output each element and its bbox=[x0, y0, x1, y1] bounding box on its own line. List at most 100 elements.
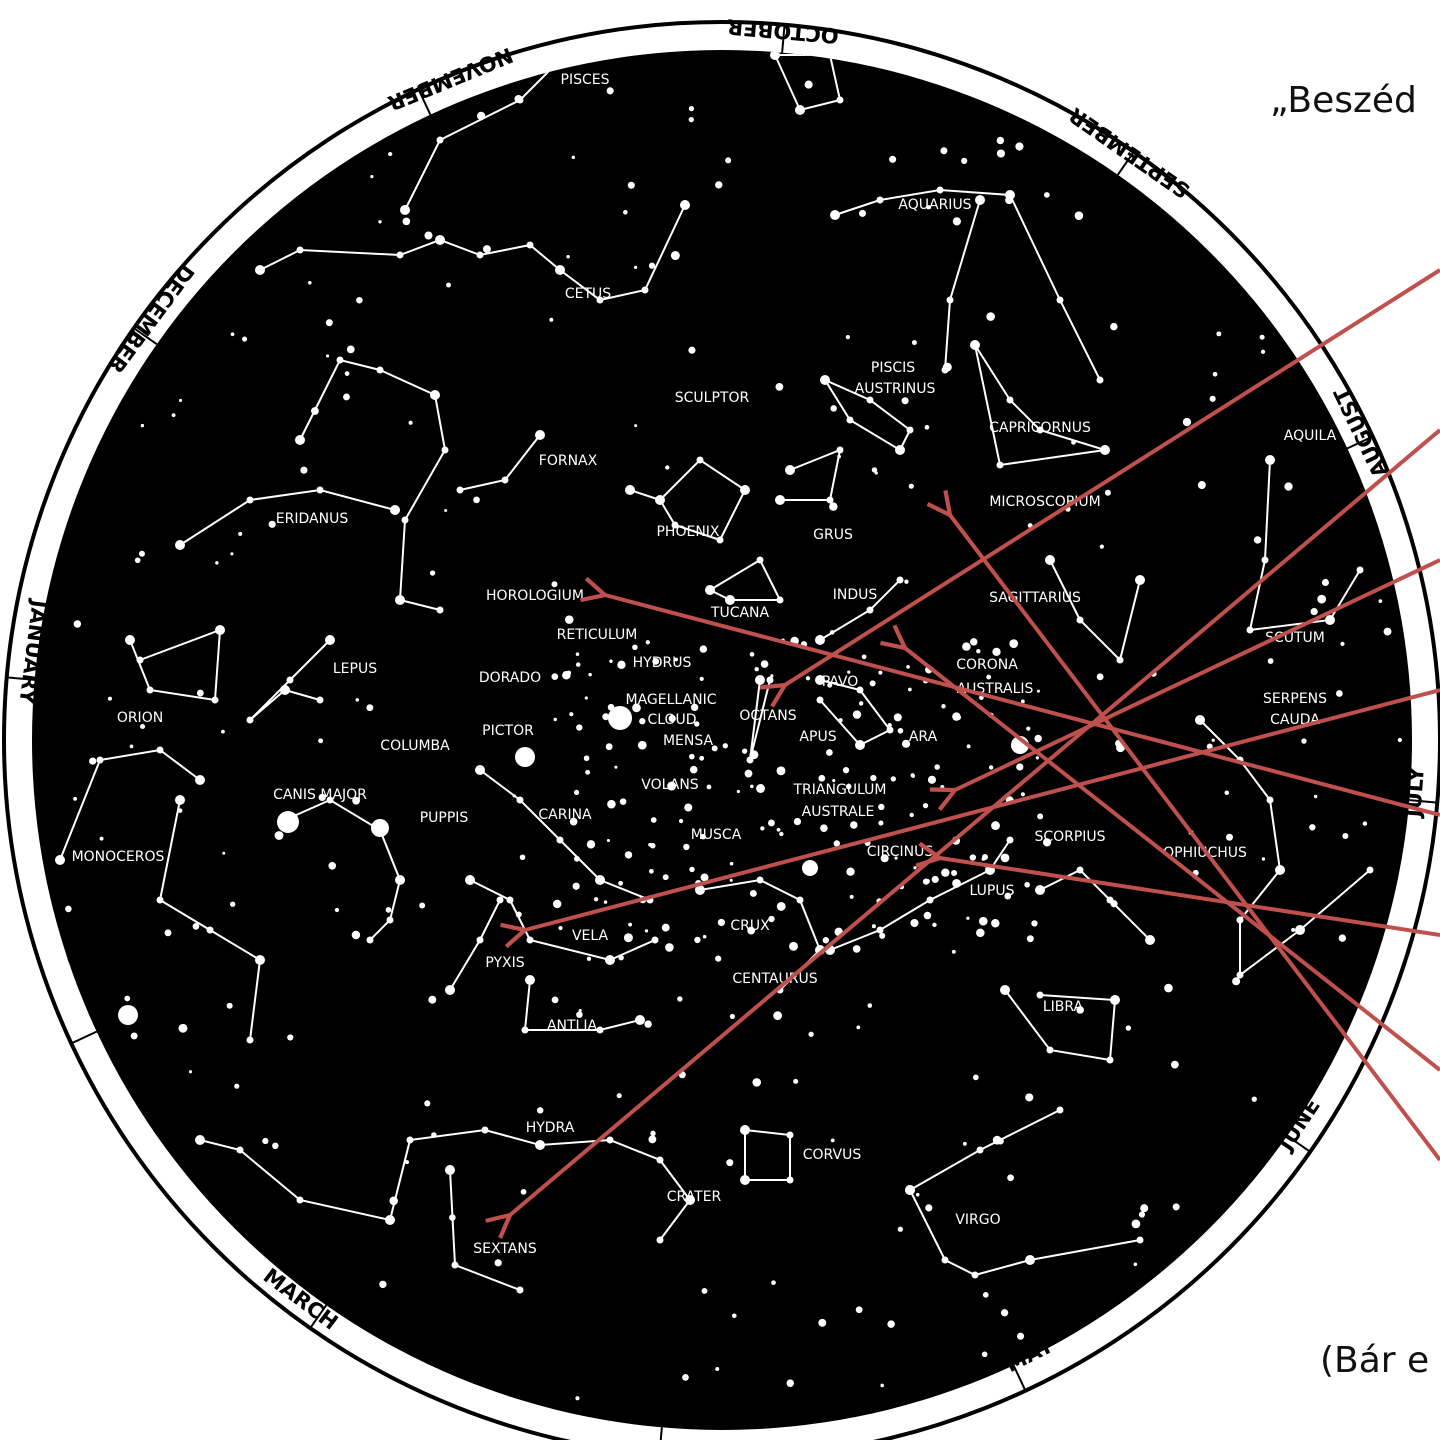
star bbox=[138, 550, 145, 557]
star bbox=[619, 798, 627, 805]
star bbox=[89, 757, 97, 765]
star bbox=[1104, 489, 1111, 496]
constellation-line bbox=[59, 748, 201, 861]
sky bbox=[55, 50, 1402, 1401]
star bbox=[408, 420, 413, 425]
constellation-label: CENTAURUS bbox=[732, 971, 817, 987]
star bbox=[370, 174, 374, 179]
star bbox=[886, 726, 894, 734]
star bbox=[156, 746, 164, 754]
star bbox=[795, 105, 805, 115]
star bbox=[389, 1196, 398, 1206]
star bbox=[1313, 794, 1318, 799]
constellation-label: MONOCEROS bbox=[72, 849, 165, 865]
star bbox=[911, 774, 915, 778]
star bbox=[606, 87, 614, 95]
star bbox=[1071, 439, 1076, 445]
star bbox=[726, 1159, 734, 1167]
star bbox=[406, 1136, 414, 1144]
star bbox=[328, 861, 337, 870]
star bbox=[352, 796, 361, 805]
star bbox=[1045, 555, 1055, 565]
star bbox=[910, 919, 919, 928]
star bbox=[887, 723, 892, 728]
star bbox=[164, 929, 172, 937]
star bbox=[318, 793, 326, 802]
star bbox=[175, 540, 185, 550]
constellation-line bbox=[284, 798, 402, 941]
star bbox=[770, 674, 774, 678]
constellation-label: INDUS bbox=[833, 587, 878, 603]
star bbox=[516, 796, 524, 804]
star bbox=[634, 424, 638, 428]
star bbox=[952, 712, 961, 721]
star bbox=[334, 907, 340, 913]
star bbox=[858, 209, 867, 217]
star bbox=[836, 96, 844, 104]
star bbox=[429, 570, 436, 576]
star bbox=[449, 1214, 456, 1221]
star bbox=[129, 744, 134, 749]
star bbox=[526, 241, 534, 249]
star bbox=[925, 1204, 933, 1212]
star bbox=[584, 696, 588, 700]
star bbox=[515, 911, 522, 918]
star bbox=[424, 231, 433, 240]
star bbox=[419, 902, 426, 909]
constellation-line bbox=[404, 59, 561, 211]
star bbox=[238, 531, 243, 536]
star bbox=[226, 1002, 233, 1009]
star bbox=[553, 717, 557, 722]
star bbox=[749, 651, 755, 657]
star bbox=[1110, 900, 1118, 908]
star bbox=[236, 1146, 244, 1154]
star bbox=[779, 831, 784, 837]
star bbox=[870, 774, 877, 782]
constellation-label: FORNAX bbox=[539, 453, 598, 469]
star bbox=[793, 817, 802, 826]
star bbox=[171, 413, 176, 418]
star bbox=[296, 1196, 304, 1204]
star bbox=[366, 704, 374, 712]
star bbox=[1016, 1332, 1025, 1340]
star bbox=[822, 937, 830, 944]
star bbox=[1138, 1211, 1146, 1218]
star bbox=[975, 195, 985, 205]
star bbox=[1025, 1255, 1035, 1265]
star bbox=[519, 854, 526, 861]
ring-divider bbox=[1409, 799, 1438, 804]
star bbox=[688, 106, 695, 112]
star bbox=[971, 341, 979, 349]
star bbox=[699, 676, 704, 681]
star bbox=[667, 781, 677, 791]
star bbox=[786, 1176, 794, 1184]
star bbox=[897, 727, 904, 734]
star bbox=[286, 676, 294, 684]
star bbox=[699, 755, 705, 761]
bright-star bbox=[515, 747, 535, 767]
star bbox=[572, 882, 580, 890]
constellation-label: COLUMBA bbox=[380, 738, 450, 754]
constellation-label: SCORPIUS bbox=[1034, 829, 1105, 845]
star bbox=[894, 856, 898, 860]
star bbox=[623, 933, 633, 943]
star bbox=[296, 246, 304, 254]
star bbox=[981, 857, 986, 861]
star bbox=[656, 1156, 664, 1164]
star bbox=[996, 461, 1004, 469]
star bbox=[326, 796, 334, 804]
star bbox=[652, 657, 660, 665]
constellation-line bbox=[780, 448, 842, 501]
star bbox=[836, 446, 844, 454]
star bbox=[829, 502, 838, 511]
star bbox=[300, 466, 308, 474]
star bbox=[699, 645, 708, 653]
star bbox=[815, 675, 825, 685]
star bbox=[749, 750, 759, 760]
star bbox=[952, 217, 961, 226]
star bbox=[593, 897, 599, 902]
star bbox=[556, 836, 564, 844]
star bbox=[715, 1366, 720, 1371]
star bbox=[1275, 865, 1285, 875]
star bbox=[650, 1130, 656, 1137]
